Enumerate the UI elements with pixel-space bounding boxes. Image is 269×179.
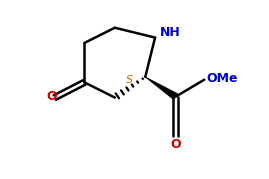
Polygon shape <box>145 77 178 100</box>
Text: S: S <box>126 75 133 85</box>
Text: O: O <box>47 90 57 103</box>
Text: O: O <box>170 138 181 151</box>
Text: NH: NH <box>160 26 180 39</box>
Text: OMe: OMe <box>206 72 238 85</box>
